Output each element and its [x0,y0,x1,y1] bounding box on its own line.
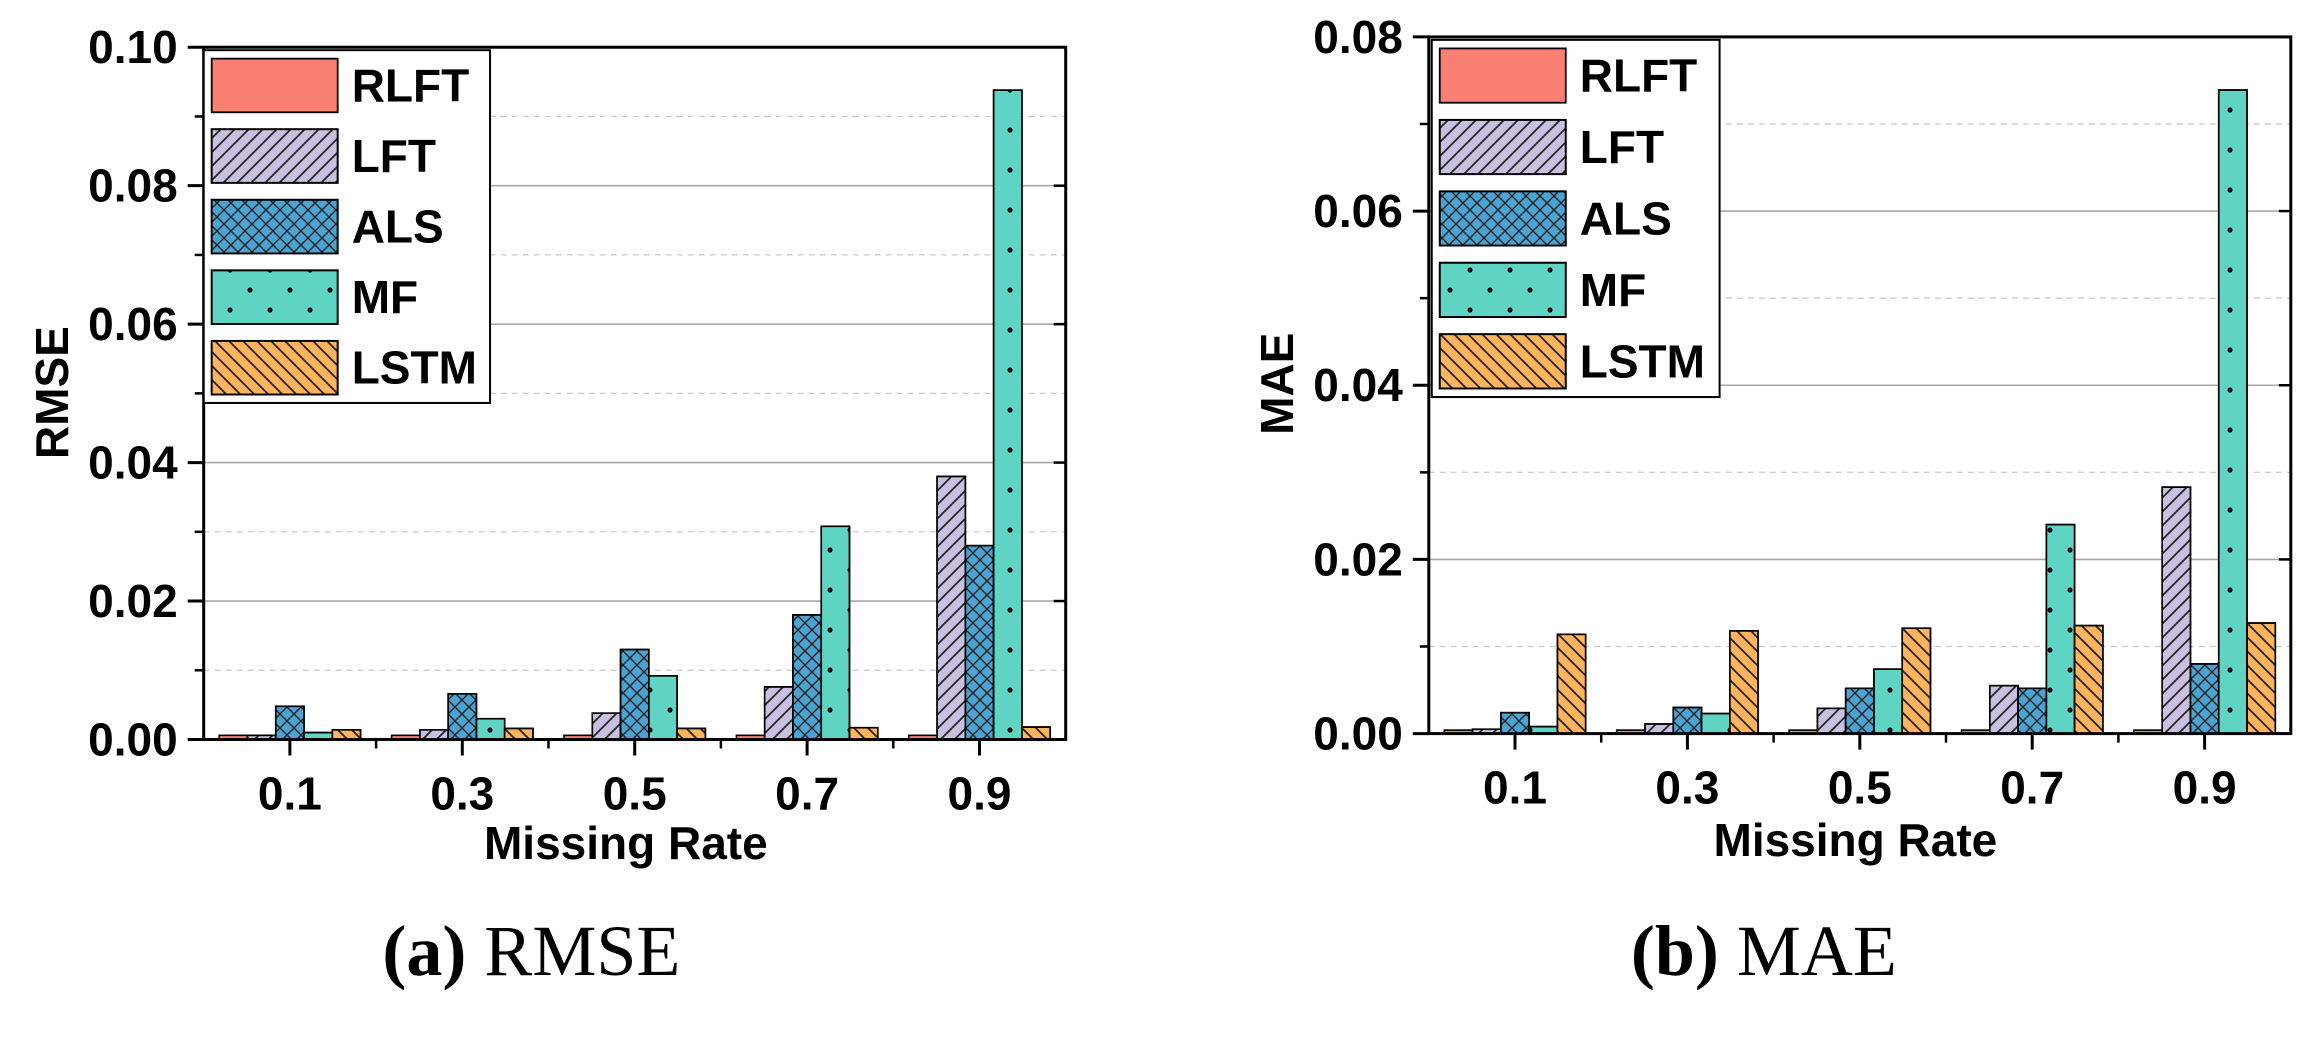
rmse-legend-label-lft: LFT [352,130,436,182]
rmse-legend-label-lstm: LSTM [352,342,477,394]
rmse-y-tick-label: 0.10 [88,21,178,73]
mae-x-tick-label: 0.7 [2000,762,2064,814]
rmse-bar-pattern-als-0 [274,705,305,741]
rmse-bars [218,89,1051,741]
mae-y-tick-label: 0.04 [1313,359,1403,411]
mae-bar-pattern-als-1 [1672,706,1703,735]
rmse-legend-swatch-rlft [210,57,339,114]
mae-legend-swatch-pattern-als [1438,190,1567,247]
mae-y-tick-label: 0.02 [1313,533,1403,585]
rmse-bar-pattern-lft-4 [936,475,967,741]
rmse-bar-pattern-lstm-2 [676,727,707,741]
mae-legend-label-lstm: LSTM [1580,335,1705,387]
mae-axes: 0.00 0.02 0.04 0.06 0.08 0.1 0.3 0.5 0.7 0.9 [1313,11,2293,814]
rmse-legend: RLFT LFT ALS MF LSTM [202,49,492,404]
mae-caption-label: (b) [1631,911,1719,991]
mae-legend-label-als: ALS [1580,192,1672,244]
rmse-legend-swatch-pattern-lstm [210,339,339,396]
rmse-x-tick-label: 0.9 [948,767,1012,819]
mae-legend-swatch-pattern-lstm [1438,333,1567,390]
mae-bar-pattern-als-2 [1844,687,1875,735]
mae-bar-pattern-mf-3 [2045,523,2076,735]
rmse-bar-pattern-als-4 [964,544,995,741]
rmse-bar-pattern-mf-1 [475,717,506,741]
mae-y-tick-label: 0.00 [1313,708,1403,760]
rmse-x-axis-title: Missing Rate [484,817,768,869]
rmse-bar-pattern-lstm-1 [503,727,534,741]
mae-bar-pattern-mf-2 [1873,668,1904,735]
mae-x-axis-title: Missing Rate [1714,814,1998,866]
mae-caption-title: MAE [1737,911,1897,991]
rmse-x-tick-label: 0.3 [430,767,494,819]
rmse-caption-spacer [466,911,484,991]
rmse-y-tick-label: 0.02 [88,575,178,627]
mae-x-tick-label: 0.3 [1655,762,1719,814]
rmse-y-tick-label: 0.04 [88,437,178,489]
rmse-bar-pattern-als-3 [792,614,823,741]
rmse-bar-pattern-als-2 [619,648,650,741]
mae-bar-pattern-mf-1 [1700,712,1731,735]
rmse-bar-pattern-mf-3 [820,525,851,741]
mae-legend-swatch-rlft [1438,47,1567,104]
mae-legend-label-lft: LFT [1580,121,1664,173]
rmse-y-tick-label: 0.08 [88,160,178,212]
mae-bar-pattern-lft-3 [1988,684,2019,735]
mae-legend-swatch-pattern-lft [1438,118,1567,176]
rmse-legend-label-mf: MF [352,271,418,323]
mae-bar-pattern-lstm-3 [2073,624,2104,735]
mae-caption: (b) MAE [1631,911,1897,991]
rmse-legend-swatch-pattern-mf [210,269,339,325]
rmse-bar-pattern-lft-2 [591,712,622,741]
mae-bar-pattern-als-4 [2189,663,2220,735]
rmse-y-tick-label: 0.00 [88,713,178,765]
mae-bar-pattern-lstm-4 [2246,622,2277,735]
rmse-bar-pattern-als-1 [447,693,478,741]
rmse-chart: 0.000.020.040.060.080.100.1 0.3 0.5 0.7 0.9 … [26,21,1068,991]
rmse-legend-label-rlft: RLFT [352,59,470,111]
rmse-bar-pattern-lstm-3 [848,726,879,741]
mae-legend-label-mf: MF [1580,264,1646,316]
mae-x-tick-label: 0.5 [1828,762,1892,814]
mae-bar-pattern-als-0 [1500,711,1530,735]
rmse-legend-label-als: ALS [352,201,444,253]
rmse-x-tick-label: 0.1 [258,767,322,819]
mae-legend: RLFT LFT ALS MF LSTM [1430,38,1721,399]
mae-bar-pattern-mf-4 [2217,89,2248,735]
mae-bar-pattern-lstm-2 [1901,627,1932,735]
rmse-caption-title: RMSE [484,911,680,991]
rmse-legend-swatch-pattern-lft [210,128,339,184]
mae-bars [1443,89,2277,735]
rmse-x-tick-label: 0.5 [603,767,667,819]
rmse-x-tick-label: 0.7 [775,767,839,819]
rmse-bar-pattern-lstm-4 [1021,726,1051,741]
mae-bar-pattern-lstm-1 [1729,630,1759,735]
rmse-y-tick-label: 0.06 [88,298,178,350]
rmse-bar-pattern-mf-2 [648,675,678,741]
rmse-caption-label: (a) [382,911,466,991]
rmse-caption: (a) RMSE [382,911,680,991]
mae-y-tick-label: 0.08 [1313,11,1403,63]
rmse-axes: 0.00 0.02 0.04 0.06 0.08 0.10 0.1 0.3 0.5 0.7 0.9 [88,21,1068,819]
rmse-bar-pattern-mf-4 [992,89,1023,741]
mae-x-tick-label: 0.9 [2173,762,2237,814]
mae-legend-swatch-pattern-mf [1438,261,1567,318]
mae-bar-pattern-lft-4 [2161,486,2192,735]
mae-bar-pattern-als-3 [2017,687,2048,735]
mae-caption-spacer [1719,911,1737,991]
mae-chart: 0.00 0.02 0.04 0.06 0.08 0.1 0.3 0.5 0.7 0.9 RLFT… [1251,11,2293,991]
mae-y-axis-title: MAE [1251,333,1303,435]
mae-legend-label-rlft: RLFT [1580,50,1698,102]
rmse-y-axis-title: RMSE [26,326,78,459]
mae-x-tick-label: 0.1 [1483,762,1547,814]
mae-y-tick-label: 0.06 [1313,185,1403,237]
mae-bar-pattern-lstm-0 [1556,633,1587,735]
rmse-bar-pattern-lft-3 [763,686,794,741]
mae-bar-pattern-lft-2 [1816,707,1847,735]
rmse-legend-swatch-pattern-als [210,198,339,255]
